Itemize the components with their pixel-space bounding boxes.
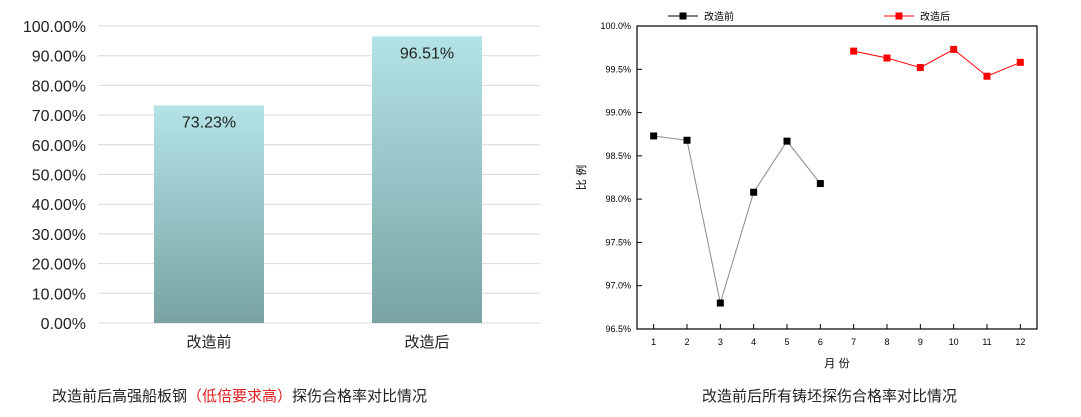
bar-y-tick-label: 60.00%	[32, 138, 86, 155]
bar-y-tick-label: 0.00%	[41, 316, 86, 333]
series-line	[853, 48, 1021, 77]
bar-chart-caption: 改造前后高强船板钢（低倍要求高）探伤合格率对比情况	[52, 385, 427, 406]
bar-y-tick-label: 10.00%	[32, 286, 86, 303]
series-point	[1016, 58, 1024, 66]
line-x-tick-label: 7	[851, 337, 856, 347]
line-x-tick-label: 1	[651, 337, 656, 347]
bar-y-tick-label: 20.00%	[32, 257, 86, 274]
line-y-tick-label: 96.5%	[605, 324, 631, 334]
series-point	[816, 180, 824, 188]
line-y-tick-label: 97.5%	[605, 237, 631, 247]
legend-label: 改造前	[704, 10, 734, 23]
line-y-tick-label: 99.0%	[605, 108, 631, 118]
bar	[372, 36, 482, 324]
bar	[154, 105, 264, 323]
bar-y-tick-label: 50.00%	[32, 168, 86, 185]
line-chart-caption: 改造前后所有铸坯探伤合格率对比情况	[702, 387, 958, 405]
line-x-tick-label: 2	[684, 337, 689, 347]
bar-caption-part-1: 改造前后高强船板钢	[52, 387, 188, 405]
bar-caption-highlight: （低倍要求高）	[187, 387, 293, 405]
series-point	[783, 137, 791, 145]
series-line	[653, 135, 821, 304]
series-point	[950, 45, 958, 53]
series-point	[850, 47, 858, 55]
line-y-tick-label: 98.0%	[605, 194, 631, 204]
bar-y-tick-label: 70.00%	[32, 108, 86, 125]
series-point	[750, 188, 758, 196]
line-x-tick-label: 3	[718, 337, 723, 347]
series-point	[716, 299, 724, 307]
bar-caption-part-2: 探伤合格率对比情况	[292, 387, 428, 405]
line-chart: 96.5% 97.0% 97.5% 98.0% 98.5% 99.0% 99.5% 100.0…	[574, 10, 1038, 370]
legend-marker	[895, 12, 903, 20]
line-x-tick-label: 8	[884, 337, 889, 347]
line-y-tick-label: 100.0%	[600, 21, 631, 31]
line-y-axis-label: 比 例	[574, 165, 588, 191]
line-x-tick-label: 6	[818, 337, 823, 347]
line-x-axis-label: 月 份	[824, 357, 850, 370]
series-point	[883, 54, 891, 62]
bar-data-label: 73.23%	[182, 115, 236, 132]
bar-x-tick-label: 改造前	[186, 333, 231, 351]
legend-label: 改造后	[920, 10, 950, 23]
bar-data-label: 96.51%	[400, 45, 454, 62]
series-point	[683, 136, 691, 144]
bar-x-tick-label: 改造后	[404, 333, 449, 351]
line-x-tick-label: 11	[982, 337, 991, 347]
series-point	[916, 64, 924, 72]
line-x-tick-label: 10	[949, 337, 959, 347]
line-y-tick-label: 99.5%	[605, 64, 631, 74]
line-x-tick-label: 4	[751, 337, 756, 347]
bar-y-tick-label: 40.00%	[32, 197, 86, 214]
line-x-tick-label: 9	[918, 337, 923, 347]
series-point	[983, 72, 991, 80]
bar-y-tick-label: 100.00%	[23, 19, 86, 36]
legend-marker	[679, 12, 687, 20]
line-y-tick-label: 98.5%	[605, 151, 631, 161]
line-x-tick-label: 12	[1015, 337, 1025, 347]
line-y-tick-label: 97.0%	[605, 281, 631, 291]
line-x-tick-label: 5	[784, 337, 789, 347]
series-point	[650, 132, 658, 140]
bar-y-tick-label: 30.00%	[32, 227, 86, 244]
plot-frame	[636, 25, 1038, 330]
bar-y-tick-label: 80.00%	[32, 78, 86, 95]
bar-y-tick-label: 90.00%	[32, 49, 86, 66]
bar-chart: 0.00% 10.00% 20.00% 30.00% 40.00% 50.00% 60.00…	[23, 19, 540, 351]
